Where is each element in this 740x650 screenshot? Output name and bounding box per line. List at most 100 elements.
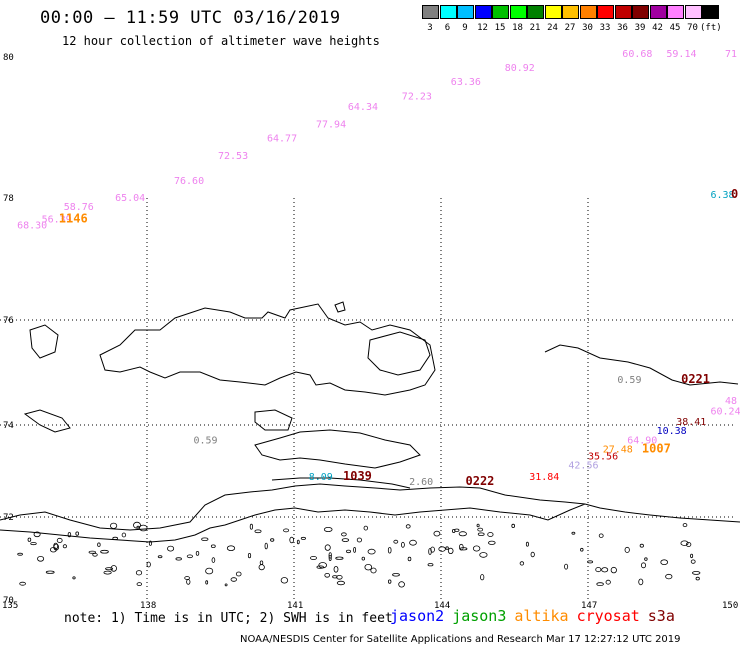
islet bbox=[487, 532, 494, 537]
islet bbox=[328, 555, 332, 562]
islet bbox=[409, 539, 417, 546]
islet bbox=[660, 559, 668, 565]
islet bbox=[30, 542, 37, 546]
islet bbox=[195, 551, 200, 556]
colorbar-label: 21 bbox=[529, 23, 541, 33]
islet bbox=[283, 528, 290, 533]
footer-credit: NOAA/NESDIS Center for Satellite Applica… bbox=[240, 634, 681, 645]
islet bbox=[665, 573, 673, 580]
islet bbox=[226, 545, 236, 551]
swh-observation: 0.59 bbox=[617, 375, 641, 386]
coastline bbox=[0, 301, 740, 543]
islet bbox=[310, 556, 317, 561]
islet bbox=[19, 581, 26, 586]
islet bbox=[259, 560, 264, 566]
swh-observation: 64.90 bbox=[627, 435, 657, 446]
islet bbox=[682, 523, 688, 528]
colorbar-label: 18 bbox=[512, 23, 523, 33]
islet bbox=[332, 575, 338, 579]
islet bbox=[323, 527, 333, 533]
islet bbox=[458, 531, 467, 537]
islet bbox=[685, 542, 692, 547]
islet bbox=[598, 533, 604, 538]
swh-observation: 48 bbox=[725, 396, 737, 407]
islet bbox=[361, 556, 365, 561]
islet bbox=[110, 565, 117, 572]
islet bbox=[333, 565, 339, 573]
colorbar-label: 24 bbox=[547, 23, 558, 33]
swh-observation: 60.24 bbox=[711, 407, 740, 418]
lon-tick-label: 147 bbox=[581, 601, 597, 611]
delta-islets bbox=[17, 521, 701, 588]
islet bbox=[300, 536, 306, 540]
swh-observation: 56.39 bbox=[42, 214, 72, 225]
swh-observation: 1146 bbox=[59, 211, 88, 225]
islet bbox=[610, 566, 617, 574]
lat-tick-label: 74 bbox=[3, 421, 14, 431]
islet bbox=[157, 555, 163, 559]
islet bbox=[121, 532, 127, 538]
islet bbox=[427, 563, 434, 567]
island-small-1 bbox=[23, 409, 71, 433]
islet bbox=[433, 530, 441, 537]
islet bbox=[224, 583, 228, 587]
islet bbox=[249, 523, 253, 530]
islet bbox=[280, 577, 289, 584]
colorbar-label: 39 bbox=[634, 23, 646, 33]
islet bbox=[205, 580, 209, 585]
islet bbox=[392, 573, 400, 577]
colorbar-label: 42 bbox=[652, 23, 663, 33]
note-text: note: 1) Time is in UTC; 2) SWH is in fe… bbox=[64, 611, 393, 626]
islet bbox=[318, 562, 328, 569]
satellite-legend-item: altika bbox=[514, 607, 569, 625]
lon-tick-label: 138 bbox=[140, 601, 156, 611]
swh-observation: 63.36 bbox=[451, 77, 481, 88]
islet bbox=[690, 559, 696, 564]
colorbar-swatch bbox=[667, 5, 684, 19]
islet bbox=[605, 579, 611, 585]
colorbar-label: 45 bbox=[669, 23, 681, 33]
islet bbox=[370, 567, 377, 574]
islet bbox=[511, 523, 516, 529]
islet bbox=[405, 524, 411, 529]
islet bbox=[680, 540, 689, 546]
islet bbox=[595, 567, 602, 573]
colorbar-swatch bbox=[492, 5, 509, 19]
islet bbox=[580, 547, 584, 552]
lat-tick-label: 70 bbox=[3, 596, 14, 606]
satellite-legend-item: cryosat bbox=[576, 607, 640, 625]
colorbar-label: (ft) bbox=[700, 23, 722, 33]
islet bbox=[88, 550, 96, 554]
islet bbox=[445, 546, 449, 550]
map-title: 00:00 – 11:59 UTC 03/16/2019 bbox=[40, 8, 341, 28]
inlet bbox=[271, 477, 411, 489]
satellite-legend-item: jason2 bbox=[390, 607, 445, 625]
islet bbox=[428, 548, 432, 555]
lat-tick-label: 76 bbox=[3, 316, 14, 326]
islet bbox=[56, 537, 63, 543]
colorbar-swatch bbox=[632, 5, 649, 19]
islet bbox=[363, 525, 368, 531]
swh-observation: 0 bbox=[731, 187, 738, 201]
mainland-coast bbox=[0, 483, 586, 543]
islet bbox=[258, 564, 265, 571]
islet bbox=[67, 532, 72, 538]
colorbar-label: 33 bbox=[599, 23, 611, 33]
islet bbox=[341, 538, 350, 542]
colorbar-swatch bbox=[457, 5, 474, 19]
island-bennett bbox=[544, 344, 739, 386]
islet bbox=[690, 553, 694, 559]
islet bbox=[211, 557, 216, 563]
colorbar-label: 9 bbox=[462, 23, 468, 33]
colorbar-swatch bbox=[439, 5, 457, 19]
colorbar-swatch bbox=[579, 5, 597, 19]
islet bbox=[72, 576, 76, 580]
colorbar-swatch bbox=[422, 5, 439, 19]
swh-observation: 0.59 bbox=[194, 435, 218, 446]
islet bbox=[364, 564, 373, 571]
islet bbox=[356, 537, 362, 543]
colorbar-swatch bbox=[614, 5, 632, 19]
islet bbox=[477, 532, 485, 536]
islet bbox=[596, 582, 604, 586]
